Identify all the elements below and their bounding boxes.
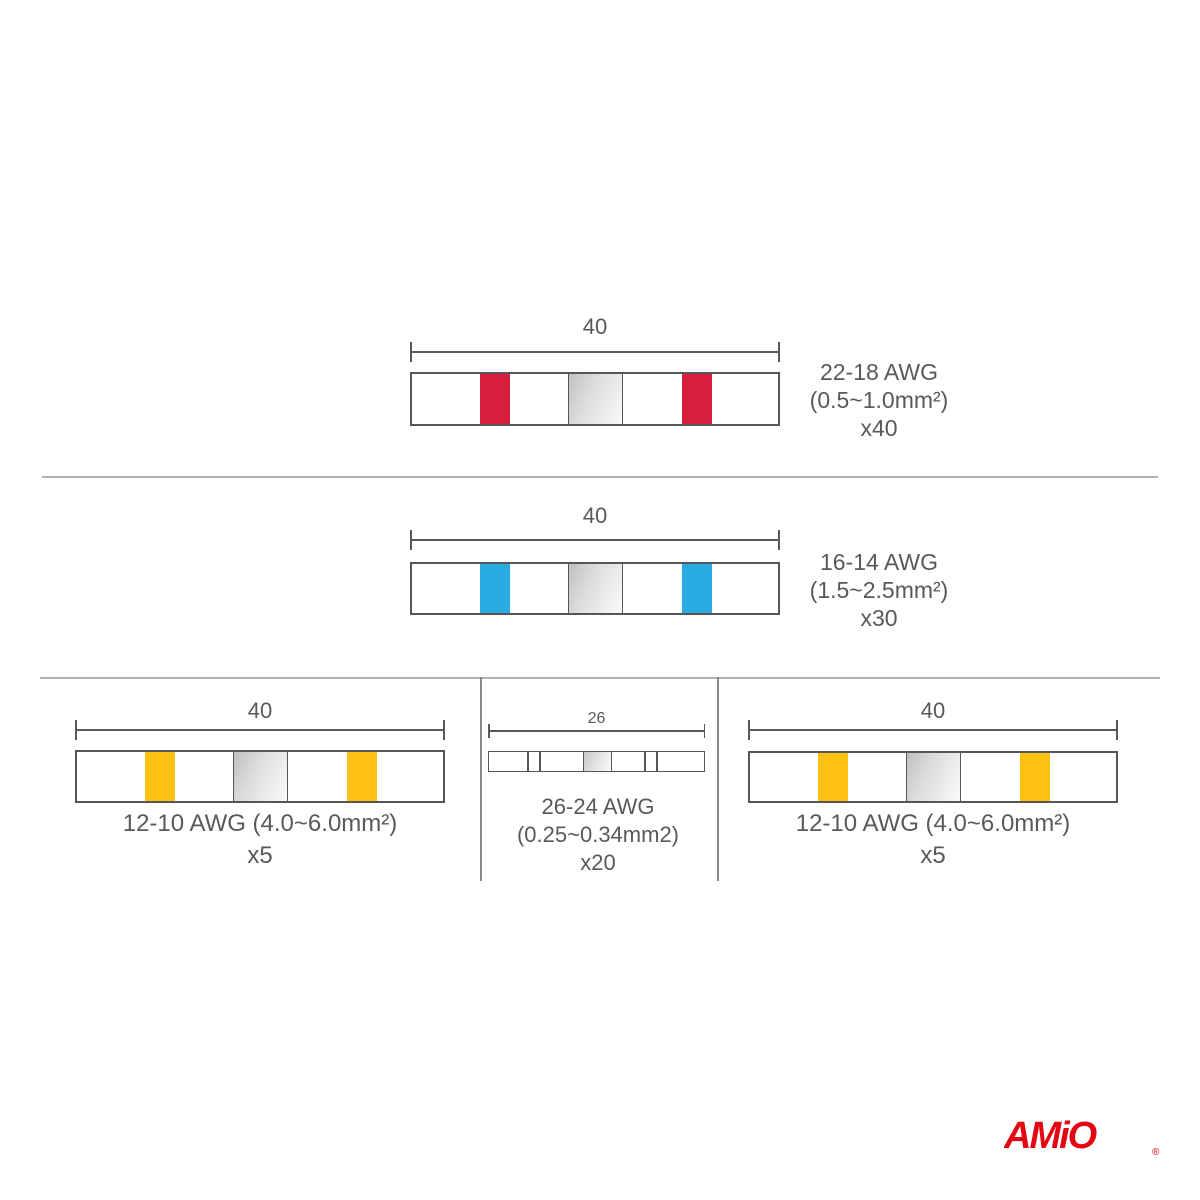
spec-line-awg: 12-10 AWG (4.0~6.0mm²) [122,810,398,837]
metal-sleeve [583,752,612,771]
segment-line [644,752,646,771]
dimension-line-bottom-middle [488,724,705,738]
dimension-tick [778,342,780,362]
segment-line [539,752,541,771]
spec-line-mm: (1.5~2.5mm²) [809,577,949,603]
dimension-tick [778,530,780,550]
dimension-line-middle [410,530,780,550]
spec-label-16-14: 16-14 AWG (1.5~2.5mm²) x30 [786,548,972,632]
color-band-yellow [818,753,848,801]
spec-line-qty: x30 [860,605,898,631]
dimension-rule [410,351,780,353]
dimension-label-bottom-left: 40 [247,698,273,723]
dimension-tick [703,724,705,738]
color-band-yellow [1020,753,1050,801]
section-divider [40,677,1160,679]
spec-line-mm: (0.5~1.0mm²) [809,387,949,413]
color-band-red [682,374,712,424]
segment-line [527,752,529,771]
connector-bar-26-24 [488,751,705,772]
amio-logo-text: AMiO [1004,1116,1097,1157]
color-band-blue [682,564,712,613]
dimension-label-top: 40 [582,314,608,339]
dimension-label-bottom-right: 40 [920,698,946,723]
spec-label-26-24: 26-24 AWG (0.25~0.34mm2) x20 [483,793,713,877]
connector-bar-12-10-left [75,750,445,803]
spec-line-qty: x20 [580,850,616,875]
dimension-rule [410,539,780,541]
spec-line-mm: (0.25~0.34mm2) [516,822,680,847]
amio-logo: AMiO ® [1003,1115,1174,1160]
dimension-label-middle: 40 [582,503,608,528]
connector-bar-12-10-right [748,751,1118,803]
spec-label-12-10-right: 12-10 AWG (4.0~6.0mm²) x5 [718,808,1148,872]
metal-sleeve [568,564,623,613]
spec-line-qty: x40 [860,415,898,441]
dimension-rule [748,729,1118,731]
spec-line-awg: 12-10 AWG (4.0~6.0mm²) [795,810,1071,837]
spec-label-12-10-left: 12-10 AWG (4.0~6.0mm²) x5 [45,808,475,872]
dimension-tick [443,720,445,740]
dimension-line-top [410,342,780,362]
registered-mark: ® [1152,1147,1160,1158]
dimension-line-bottom-left [75,720,445,740]
segment-line [656,752,658,771]
dimension-tick [1116,720,1118,740]
color-band-blue [480,564,510,613]
metal-sleeve [233,752,288,801]
color-band-yellow [347,752,377,801]
metal-sleeve [906,753,961,801]
column-divider [717,677,719,881]
column-divider [480,677,482,881]
color-band-red [480,374,510,424]
dimension-line-bottom-right [748,720,1118,740]
spec-line-qty: x5 [920,842,946,869]
metal-sleeve [568,374,623,424]
connector-bar-16-14 [410,562,780,615]
spec-line-awg: 22-18 AWG [819,359,939,385]
color-band-yellow [145,752,175,801]
amio-logo-icon: AMiO ® [1003,1115,1160,1158]
spec-label-22-18: 22-18 AWG (0.5~1.0mm²) x40 [786,358,972,442]
spec-line-awg: 26-24 AWG [541,794,655,819]
spec-line-awg: 16-14 AWG [819,549,939,575]
section-divider [42,476,1158,478]
spec-line-qty: x5 [247,842,273,869]
connector-bar-22-18 [410,372,780,426]
dimension-rule [488,730,705,732]
dimension-label-bottom-middle: 26 [587,710,606,727]
dimension-rule [75,729,445,731]
